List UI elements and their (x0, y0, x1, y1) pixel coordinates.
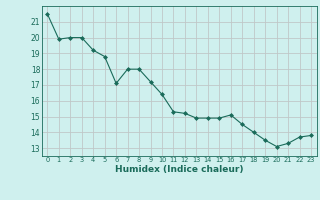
X-axis label: Humidex (Indice chaleur): Humidex (Indice chaleur) (115, 165, 244, 174)
